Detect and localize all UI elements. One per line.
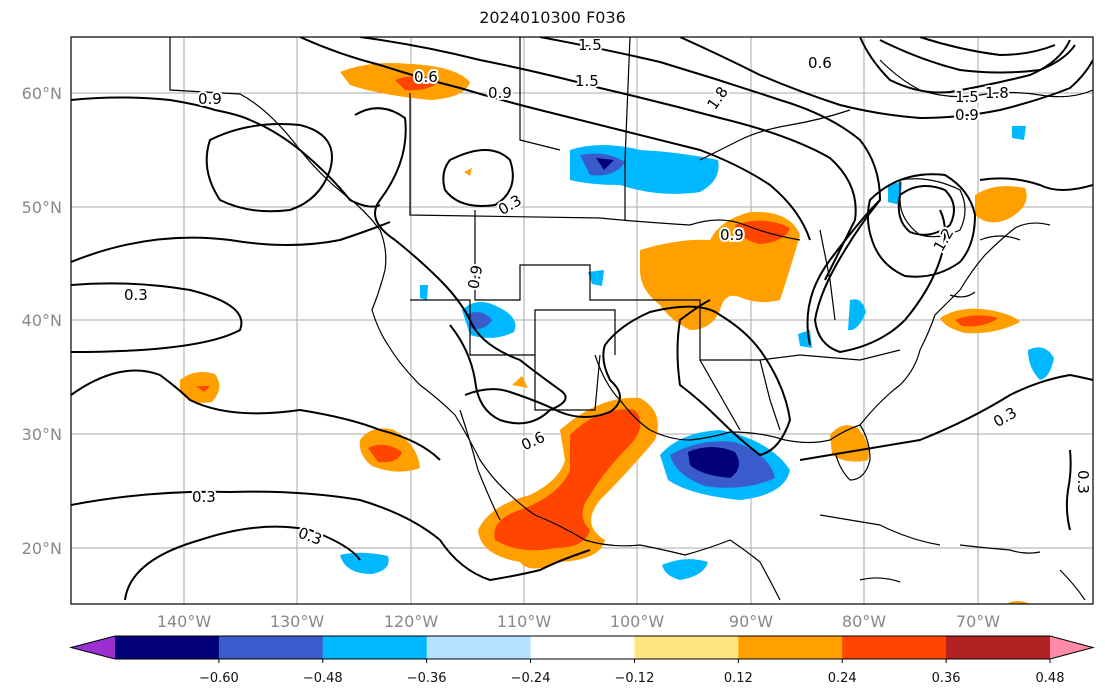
longitude-labels: 140°W 130°W 120°W 110°W 100°W 90°W 80°W … (157, 612, 1000, 631)
contour-label: 1.5 (575, 72, 599, 90)
contour-lines (71, 37, 1093, 601)
colorbar-swatch (946, 636, 1051, 659)
lon-label: 80°W (842, 612, 886, 631)
lon-label: 90°W (729, 612, 773, 631)
contour-label: 0.6 (414, 68, 438, 86)
colorbar-outline (69, 635, 1095, 660)
map-title: 2024010300 F036 (479, 8, 626, 27)
colorbar-label: −0.12 (615, 671, 655, 686)
colorbar-label: 0.36 (932, 671, 961, 686)
contour-label: 1.5 (578, 36, 602, 54)
contour-label: 0.6 (808, 54, 832, 72)
contour-label: 0.9 (198, 90, 222, 108)
colorbar: −0.60 −0.48 −0.36 −0.24 −0.12 0.12 0.24 0.36 0.4… (69, 635, 1095, 686)
contour-label: 0.3 (1074, 470, 1092, 494)
colorbar-swatch (842, 636, 947, 659)
lat-label: 30°N (22, 425, 62, 444)
colorbar-swatch (530, 636, 635, 659)
map-area: 1.5 1.5 0.6 0.9 1.8 0.6 1.5 1.8 0.9 0.9 … (71, 36, 1093, 604)
contour-label: 0.9 (720, 226, 744, 244)
contour-label: 1.8 (985, 84, 1009, 102)
lon-label: 100°W (610, 612, 665, 631)
anomaly-yucatan-negative (662, 559, 708, 580)
contour-label: 1.5 (955, 88, 979, 106)
colorbar-label: −0.60 (199, 671, 239, 686)
contour-label: 0.3 (192, 488, 216, 506)
lon-label: 140°W (157, 612, 212, 631)
anomaly-pacific-negative (340, 552, 389, 574)
colorbar-label: 0.24 (828, 671, 857, 686)
colorbar-label: 0.48 (1036, 671, 1065, 686)
lat-label: 40°N (22, 311, 62, 330)
colorbar-swatch (218, 636, 324, 659)
lat-label: 20°N (22, 539, 62, 558)
lat-label: 50°N (22, 198, 62, 217)
lat-label: 60°N (22, 84, 62, 103)
coastlines (169, 37, 1093, 601)
colorbar-extension-high (1050, 636, 1093, 659)
colorbar-swatch (738, 636, 843, 659)
colorbar-label: −0.36 (407, 671, 447, 686)
contour-label: 0.9 (488, 84, 512, 102)
lon-label: 110°W (497, 612, 552, 631)
contour-label: 0.3 (124, 286, 148, 304)
lon-label: 130°W (270, 612, 325, 631)
contour-label: 0.9 (955, 106, 979, 124)
colorbar-swatch (322, 636, 428, 659)
colorbar-swatch (634, 636, 739, 659)
anomaly-newengland-positive (975, 186, 1027, 223)
latitude-labels: 60°N 50°N 40°N 30°N 20°N (22, 84, 62, 558)
colorbar-label: −0.48 (303, 671, 343, 686)
colorbar-label: −0.24 (511, 671, 551, 686)
colorbar-swatch (426, 636, 532, 659)
lon-label: 70°W (956, 612, 1000, 631)
colorbar-label: 0.12 (724, 671, 753, 686)
colorbar-extension-low (71, 636, 115, 659)
colorbar-swatch (115, 636, 220, 659)
lon-label: 120°W (384, 612, 439, 631)
map-frame (70, 36, 1094, 605)
